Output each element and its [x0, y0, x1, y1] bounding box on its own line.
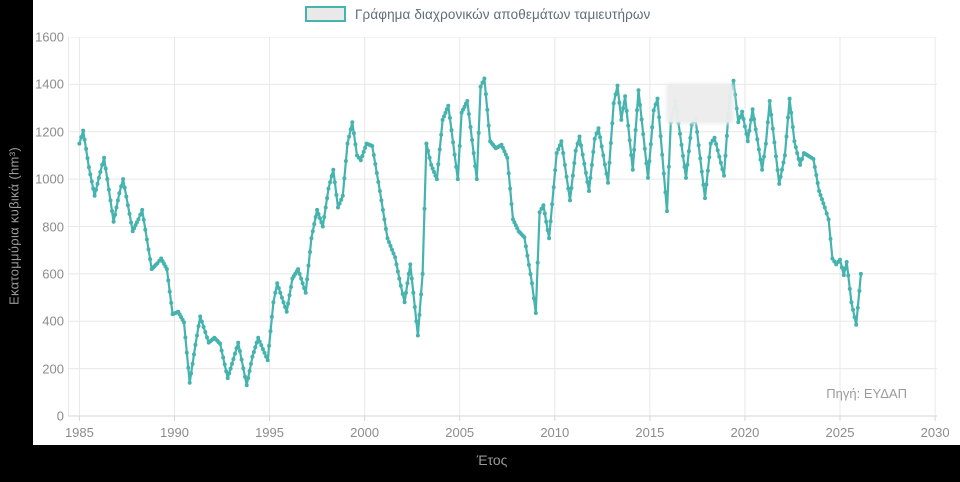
legend-swatch-icon — [305, 6, 346, 22]
x-tick-label: 2000 — [350, 425, 380, 440]
x-tick-label: 1985 — [64, 425, 94, 440]
x-tick-label: 2020 — [730, 425, 760, 440]
y-tick-label: 800 — [42, 219, 64, 234]
legend-label: Γράφημα διαχρονικών αποθεμάτων ταμιευτήρ… — [355, 6, 651, 22]
x-tick-label: 1990 — [160, 425, 189, 440]
x-tick-label: 2030 — [920, 425, 950, 440]
y-tick-label: 400 — [42, 313, 64, 329]
x-tick-label: 2010 — [540, 425, 570, 440]
x-axis-title: Έτος — [476, 452, 508, 468]
x-tick-label: 2005 — [445, 425, 475, 440]
blurred-region — [668, 85, 732, 122]
y-tick-label: 600 — [42, 266, 64, 282]
y-tick-label: 0 — [56, 408, 64, 424]
source-note: Πηγή: ΕΥΔΑΠ — [826, 386, 907, 401]
y-tick-label: 1000 — [35, 171, 64, 187]
legend[interactable]: Γράφημα διαχρονικών αποθεμάτων ταμιευτήρ… — [305, 6, 650, 22]
plot-area[interactable] — [68, 37, 937, 421]
x-tick-label: 2015 — [635, 425, 665, 440]
x-tick-label: 2025 — [825, 425, 855, 440]
y-tick-label: 1400 — [35, 76, 64, 92]
x-tick-label: 1995 — [255, 425, 284, 440]
y-tick-label: 200 — [42, 361, 64, 377]
y-tick-label: 1600 — [35, 29, 64, 45]
y-axis-title: Εκατομμύρια κυβικά (hm³) — [6, 147, 22, 305]
chart-panel: Γράφημα διαχρονικών αποθεμάτων ταμιευτήρ… — [33, 0, 960, 445]
y-tick-label: 1200 — [35, 124, 64, 140]
